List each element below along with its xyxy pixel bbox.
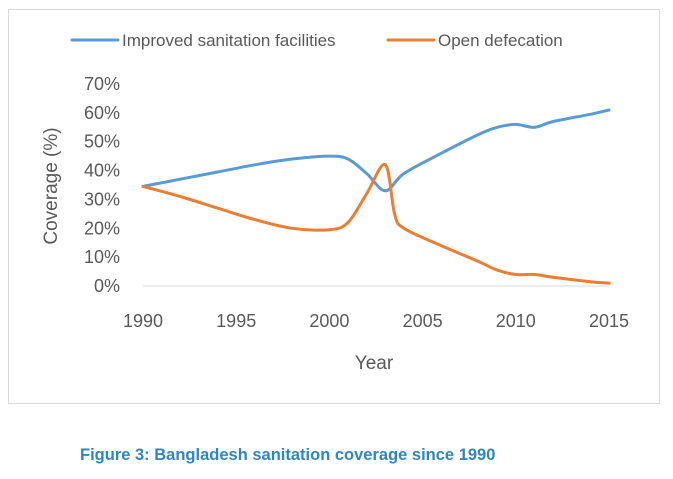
series-line-improved-sanitation bbox=[141, 108, 611, 193]
y-tick-label: 60% bbox=[84, 103, 120, 123]
series-line-open-defecation bbox=[141, 163, 611, 285]
x-tick-label: 1995 bbox=[216, 311, 256, 331]
x-tick-label: 1990 bbox=[123, 311, 163, 331]
x-axis: 1990 1995 2000 2005 2010 2015 bbox=[123, 285, 629, 331]
plot-area bbox=[141, 108, 611, 285]
y-tick-label: 20% bbox=[84, 218, 120, 238]
x-tick-label: 2000 bbox=[309, 311, 349, 331]
y-tick-label: 70% bbox=[84, 74, 120, 94]
y-tick-label: 30% bbox=[84, 189, 120, 209]
y-tick-label: 10% bbox=[84, 247, 120, 267]
x-tick-label: 2015 bbox=[589, 311, 629, 331]
chart-frame bbox=[8, 9, 660, 404]
y-tick-label: 0% bbox=[94, 276, 120, 296]
y-tick-label: 50% bbox=[84, 132, 120, 152]
x-tick-label: 2005 bbox=[403, 311, 443, 331]
y-axis-title: Coverage (%) bbox=[41, 127, 62, 244]
y-tick-label: 40% bbox=[84, 161, 120, 181]
y-axis: 0% 10% 20% 30% 40% 50% 60% 70% bbox=[84, 74, 120, 296]
legend: Improved sanitation facilities Open defec… bbox=[70, 31, 563, 50]
figure-caption: Figure 3: Bangladesh sanitation coverage… bbox=[80, 446, 496, 464]
x-axis-title: Year bbox=[355, 353, 394, 374]
x-tick-label: 2010 bbox=[496, 311, 536, 331]
legend-label: Improved sanitation facilities bbox=[122, 31, 336, 50]
legend-label: Open defecation bbox=[438, 31, 563, 50]
